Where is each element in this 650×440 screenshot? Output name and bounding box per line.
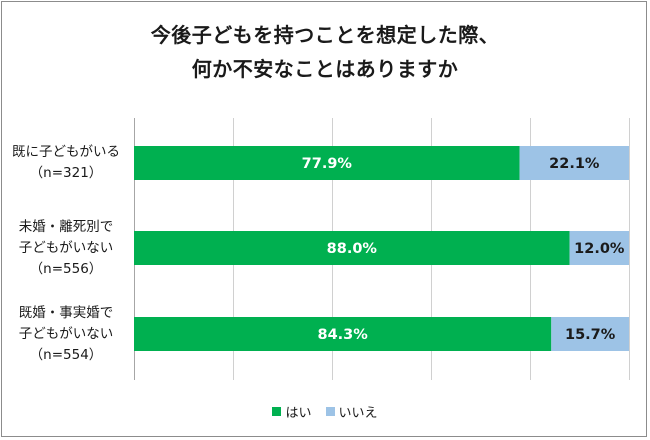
category-label-line: （n=554）	[29, 346, 103, 363]
data-label: 77.9%	[302, 156, 353, 172]
chart-title-line-2: 何か不安なことはありますか	[191, 57, 459, 81]
legend-item: はい	[272, 402, 312, 421]
category-label-line: 子どもがいない	[18, 325, 114, 342]
data-label: 84.3%	[317, 327, 368, 343]
chart-title: 今後子どもを持つことを想定した際、 何か不安なことはありますか	[0, 18, 650, 86]
legend-swatch	[272, 407, 282, 416]
bar-no	[551, 317, 629, 351]
category-label: 既に子どもがいる （n=321）	[2, 142, 130, 184]
legend: はい いいえ	[0, 402, 650, 421]
legend-item: いいえ	[325, 402, 378, 421]
bar-yes	[134, 317, 552, 351]
data-label: 22.1%	[549, 156, 600, 172]
bar-yes	[134, 231, 570, 265]
category-label-line: （n=556）	[29, 260, 103, 277]
data-label: 12.0%	[574, 241, 625, 257]
bar-no	[519, 146, 629, 180]
category-label-line: 未婚・離死別で	[18, 218, 114, 235]
chart-title-line-1: 今後子どもを持つことを想定した際、	[150, 23, 500, 47]
legend-swatch	[325, 407, 335, 416]
bar-no	[569, 231, 629, 265]
category-label-line: 子どもがいない	[18, 239, 114, 256]
data-label: 88.0%	[327, 241, 378, 257]
category-label: 未婚・離死別で 子どもがいない （n=556）	[2, 217, 130, 280]
category-label: 既婚・事実婚で 子どもがいない （n=554）	[2, 303, 130, 366]
legend-label: いいえ	[338, 406, 378, 421]
category-label-line: 既に子どもがいる	[12, 144, 120, 160]
data-label: 15.7%	[565, 327, 616, 343]
bar-yes	[134, 146, 520, 180]
category-label-line: （n=321）	[29, 165, 103, 181]
category-label-line: 既婚・事実婚で	[18, 304, 114, 321]
legend-label: はい	[285, 406, 312, 421]
